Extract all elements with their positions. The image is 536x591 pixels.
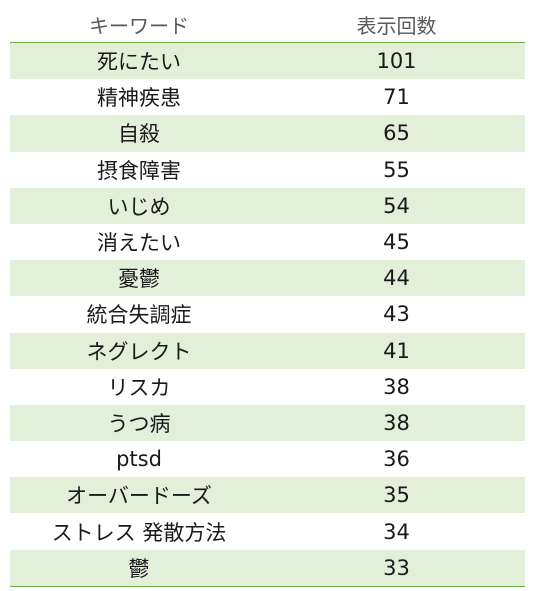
table-row: 消えたい 45 (10, 224, 525, 260)
keyword-cell: 自殺 (118, 122, 160, 147)
table-row: うつ病 38 (10, 404, 525, 442)
keyword-cell: オーバードーズ (66, 484, 212, 509)
count-cell: 55 (383, 157, 410, 182)
count-cell: 38 (383, 410, 410, 435)
count-cell: 41 (383, 338, 410, 363)
keyword-cell: リスカ (107, 375, 171, 400)
keyword-count-table: キーワード 表示回数 死にたい 101 精神疾患 71 自殺 65 摂食障害 5… (10, 6, 525, 587)
table-row: 摂食障害 55 (10, 152, 525, 188)
keyword-cell: ストレス 発散方法 (51, 520, 227, 545)
table-row: ネグレクト 41 (10, 332, 525, 369)
keyword-cell: ptsd (116, 447, 162, 472)
count-cell: 33 (383, 555, 410, 580)
keyword-cell: 死にたい (97, 50, 181, 75)
table-row: 鬱 33 (10, 549, 525, 587)
header-count: 表示回数 (356, 13, 437, 38)
table-row: ptsd 36 (10, 441, 525, 477)
count-cell: 71 (383, 85, 410, 110)
table-row: 死にたい 101 (10, 43, 525, 80)
table-row: 精神疾患 71 (10, 79, 525, 115)
table-row: 統合失調症 43 (10, 296, 525, 332)
count-cell: 101 (376, 49, 417, 74)
keyword-cell: 消えたい (97, 231, 181, 256)
count-cell: 44 (383, 266, 410, 291)
keyword-cell: 統合失調症 (86, 303, 192, 328)
table-row: オーバードーズ 35 (10, 477, 525, 514)
keyword-cell: 摂食障害 (97, 158, 181, 183)
table-row: ストレス 発散方法 34 (10, 513, 525, 549)
count-cell: 65 (383, 121, 410, 146)
count-cell: 54 (383, 193, 410, 218)
count-cell: 43 (383, 302, 410, 327)
count-cell: 38 (383, 374, 410, 399)
table-row: リスカ 38 (10, 369, 525, 405)
keyword-cell: うつ病 (107, 411, 171, 436)
count-cell: 34 (383, 519, 410, 544)
count-cell: 45 (383, 230, 410, 255)
count-cell: 35 (383, 483, 410, 508)
table-row: 自殺 65 (10, 115, 525, 152)
keyword-cell: ネグレクト (86, 339, 192, 364)
keyword-cell: 鬱 (128, 556, 150, 581)
header-keyword: キーワード (89, 13, 189, 38)
table-header: キーワード 表示回数 (10, 6, 525, 43)
keyword-cell: いじめ (107, 194, 171, 219)
keyword-cell: 精神疾患 (97, 86, 181, 111)
table-row: いじめ 54 (10, 187, 525, 224)
count-cell: 36 (383, 447, 410, 472)
table-row: 憂鬱 44 (10, 260, 525, 297)
keyword-cell: 憂鬱 (118, 267, 160, 292)
